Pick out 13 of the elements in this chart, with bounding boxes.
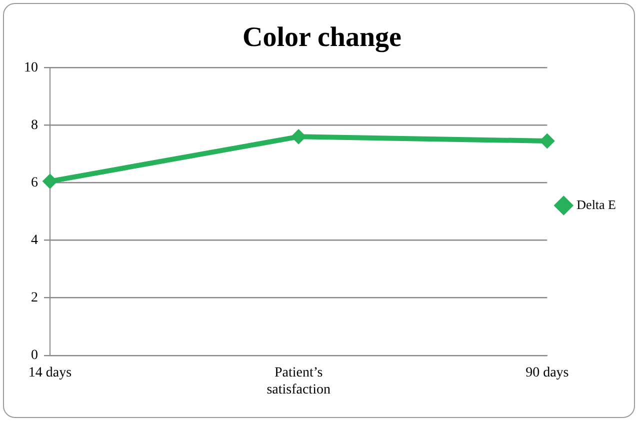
y-tick-label: 4: [31, 232, 38, 248]
y-tick-label: 2: [31, 290, 38, 306]
y-tick-label: 8: [31, 118, 38, 133]
x-tick-label: 90 days: [526, 365, 569, 380]
y-tick-label: 10: [24, 60, 38, 76]
chart-title: Color change: [242, 22, 402, 54]
x-tick-label: 14 days: [28, 365, 72, 380]
y-tick-label: 6: [31, 175, 38, 190]
point: [540, 133, 555, 148]
point: [42, 174, 58, 189]
legend-label: Delta E: [576, 196, 616, 212]
x-tick-label: Patient’s satisfaction: [266, 365, 330, 398]
y-tick-label: 0: [31, 348, 38, 364]
